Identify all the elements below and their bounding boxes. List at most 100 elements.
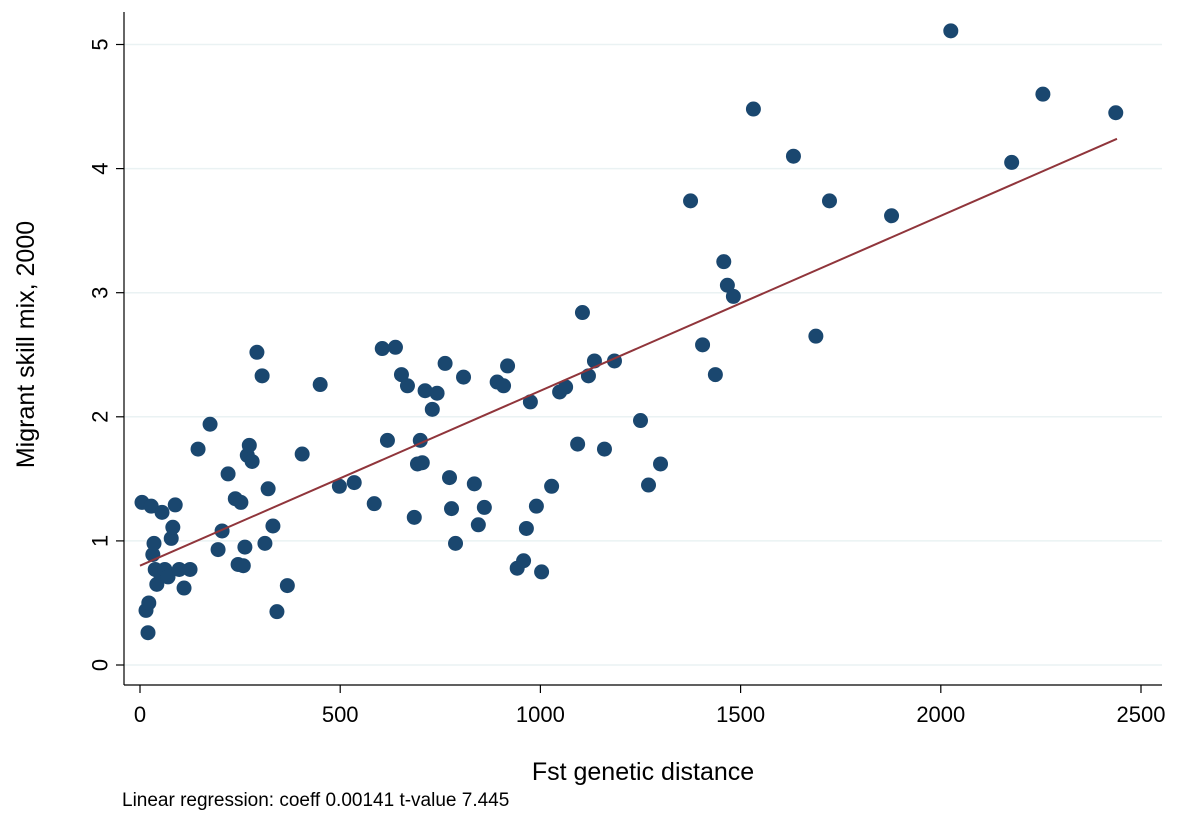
scatter-point xyxy=(785,148,801,164)
scatter-point xyxy=(456,369,472,385)
scatter-point xyxy=(522,394,538,410)
scatter-point xyxy=(442,470,458,486)
scatter-point xyxy=(269,604,285,620)
scatter-point xyxy=(683,193,699,209)
scatter-point xyxy=(466,476,482,492)
scatter-point xyxy=(745,101,761,117)
x-tick-label: 2500 xyxy=(1117,702,1166,727)
scatter-point xyxy=(167,497,183,513)
scatter-point xyxy=(821,193,837,209)
scatter-point xyxy=(437,355,453,371)
scatter-point xyxy=(279,578,295,594)
scatter-point xyxy=(719,277,735,293)
scatter-point xyxy=(448,535,464,551)
scatter-point xyxy=(518,520,534,536)
scatter-point xyxy=(249,344,265,360)
y-tick-label: 3 xyxy=(88,287,113,299)
scatter-point xyxy=(633,413,648,429)
scatter-point xyxy=(202,416,218,432)
scatter-point xyxy=(346,475,362,491)
scatter-point xyxy=(417,383,433,399)
scatter-point xyxy=(146,535,162,551)
scatter-point xyxy=(943,23,959,39)
y-tick-label: 1 xyxy=(88,535,113,547)
y-tick-label: 0 xyxy=(88,659,113,671)
scatter-point xyxy=(393,367,409,383)
scatter-point xyxy=(707,367,723,383)
scatter-point xyxy=(516,553,532,569)
scatter-point xyxy=(235,558,251,574)
scatter-point xyxy=(190,441,206,457)
y-tick-label: 4 xyxy=(88,162,113,174)
scatter-point xyxy=(574,305,590,321)
y-axis-title: Migrant skill mix, 2000 xyxy=(12,221,40,468)
scatter-point xyxy=(387,339,403,355)
x-tick-label: 500 xyxy=(322,702,359,727)
x-axis-title: Fst genetic distance xyxy=(532,758,754,786)
scatter-point xyxy=(884,208,900,224)
scatter-point xyxy=(1004,154,1020,170)
scatter-point xyxy=(641,477,657,493)
scatter-point xyxy=(165,519,181,535)
y-tick-label: 2 xyxy=(88,411,113,423)
scatter-point xyxy=(534,564,550,580)
scatter-point xyxy=(312,377,328,393)
scatter-point xyxy=(596,441,612,457)
scatter-point xyxy=(544,478,560,494)
regression-note: Linear regression: coeff 0.00141 t-value… xyxy=(122,790,510,811)
scatter-point xyxy=(154,504,170,520)
scatter-point xyxy=(1108,105,1124,121)
x-tick-label: 2000 xyxy=(916,702,965,727)
x-tick-label: 1000 xyxy=(516,702,565,727)
scatter-point xyxy=(214,523,230,539)
scatter-point xyxy=(429,385,445,401)
scatter-point xyxy=(254,368,270,384)
scatter-point xyxy=(366,496,382,512)
y-tick-label: 5 xyxy=(88,38,113,50)
scatter-point xyxy=(210,542,226,558)
tick-marks: 0 1 2 3 4 5 0 500 1000 1500 2000 2500 xyxy=(88,38,1166,727)
scatter-point xyxy=(163,530,179,546)
scatter-point xyxy=(331,478,347,494)
scatter-point xyxy=(265,518,281,534)
scatter-point xyxy=(399,378,415,394)
scatter-point xyxy=(176,580,192,596)
scatter-point xyxy=(379,432,395,448)
scatter-point xyxy=(695,337,711,353)
scatter-point xyxy=(257,535,273,551)
scatter-point xyxy=(406,509,422,525)
scatter-point xyxy=(808,328,824,344)
scatter-point xyxy=(182,561,198,577)
scatter-point xyxy=(374,341,390,357)
scatter-point xyxy=(725,288,741,304)
regression-fit-line xyxy=(139,137,1118,567)
scatter-point xyxy=(244,453,260,469)
data-points xyxy=(134,23,1124,641)
x-tick-label: 1500 xyxy=(716,702,765,727)
scatter-point xyxy=(171,561,187,577)
scatter-point xyxy=(653,456,669,472)
scatter-point xyxy=(716,254,732,270)
scatter-point xyxy=(294,446,310,462)
scatter-point xyxy=(470,517,486,533)
scatter-point xyxy=(241,437,257,453)
scatter-point xyxy=(233,494,249,510)
scatter-point xyxy=(220,466,236,482)
x-tick-label: 0 xyxy=(134,702,146,727)
scatter-point xyxy=(414,455,430,471)
scatter-point xyxy=(160,569,176,585)
scatter-point xyxy=(141,595,157,611)
scatter-point xyxy=(444,501,460,517)
scatter-point xyxy=(528,498,544,514)
scatter-point xyxy=(140,625,156,641)
gridlines xyxy=(124,43,1162,666)
scatter-point xyxy=(260,481,276,497)
axes xyxy=(123,12,1162,686)
scatter-point xyxy=(424,401,440,417)
scatter-point xyxy=(1035,86,1051,102)
scatter-point xyxy=(496,378,512,394)
scatter-point xyxy=(570,436,586,452)
scatter-point xyxy=(558,379,574,395)
scatter-point xyxy=(476,499,492,515)
